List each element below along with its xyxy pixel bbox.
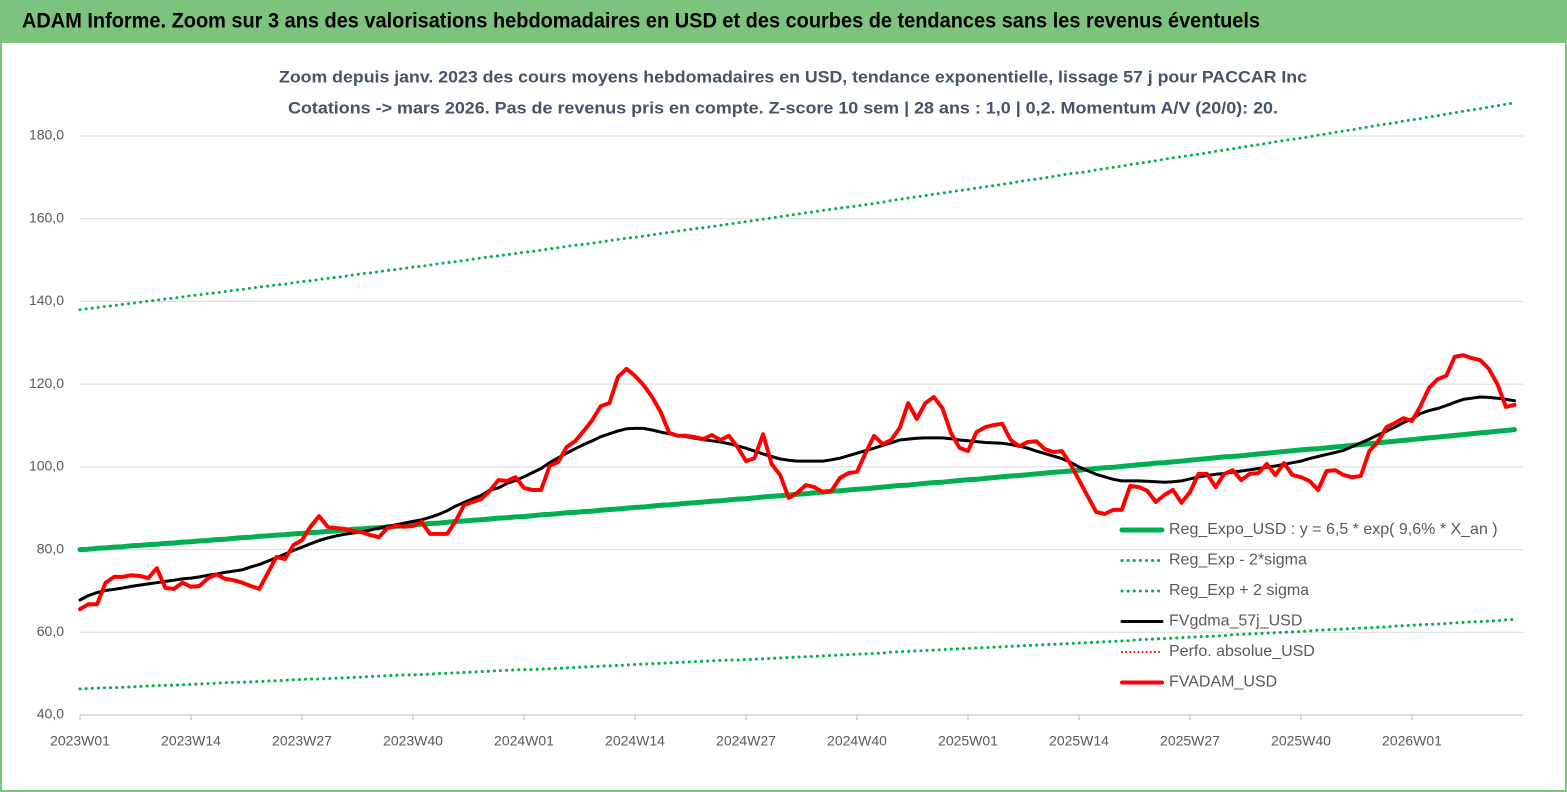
series-line: [78, 395, 1516, 602]
y-tick-label: 140,0: [29, 292, 64, 308]
chart-subtitle: Cotations -> mars 2026. Pas de revenus p…: [288, 98, 1278, 117]
x-tick-label: 2024W01: [494, 733, 554, 749]
x-tick-label: 2025W27: [1160, 733, 1220, 749]
series-line: [78, 353, 1517, 612]
y-tick-label: 60,0: [37, 623, 64, 639]
y-tick-label: 120,0: [29, 375, 64, 391]
x-tick-label: 2023W14: [161, 733, 221, 749]
x-tick-label: 2023W01: [50, 733, 110, 749]
y-tick-label: 80,0: [37, 540, 64, 556]
x-tick-label: 2023W40: [383, 733, 443, 749]
legend-label: Reg_Expo_USD : y = 6,5 * exp( 9,6% * X_a…: [1169, 521, 1498, 538]
x-tick-label: 2025W14: [1049, 733, 1109, 749]
legend-label: FVADAM_USD: [1169, 674, 1277, 691]
x-tick-label: 2025W40: [1271, 733, 1331, 749]
x-tick-label: 2024W27: [716, 733, 776, 749]
legend-label: Reg_Exp - 2*sigma: [1169, 552, 1307, 569]
legend-label: Reg_Exp + 2 sigma: [1169, 582, 1309, 599]
y-tick-label: 100,0: [29, 458, 64, 474]
header-band: [0, 0, 1567, 43]
x-tick-label: 2024W40: [827, 733, 887, 749]
legend-label: Perfo. absolue_USD: [1169, 643, 1315, 660]
x-tick-label: 2023W27: [272, 733, 332, 749]
legend-label: FVgdma_57j_USD: [1169, 613, 1302, 630]
x-tick-label: 2024W14: [605, 733, 665, 749]
x-tick-label: 2025W01: [938, 733, 998, 749]
y-tick-label: 180,0: [29, 127, 64, 143]
chart-title: Zoom depuis janv. 2023 des cours moyens …: [279, 67, 1307, 86]
y-tick-label: 40,0: [37, 706, 64, 722]
series-line: [78, 618, 1516, 691]
x-tick-label: 2026W01: [1382, 733, 1442, 749]
header-title: ADAM Informe. Zoom sur 3 ans des valoris…: [22, 10, 1260, 33]
series-line: [78, 101, 1516, 312]
y-tick-label: 160,0: [29, 209, 64, 225]
